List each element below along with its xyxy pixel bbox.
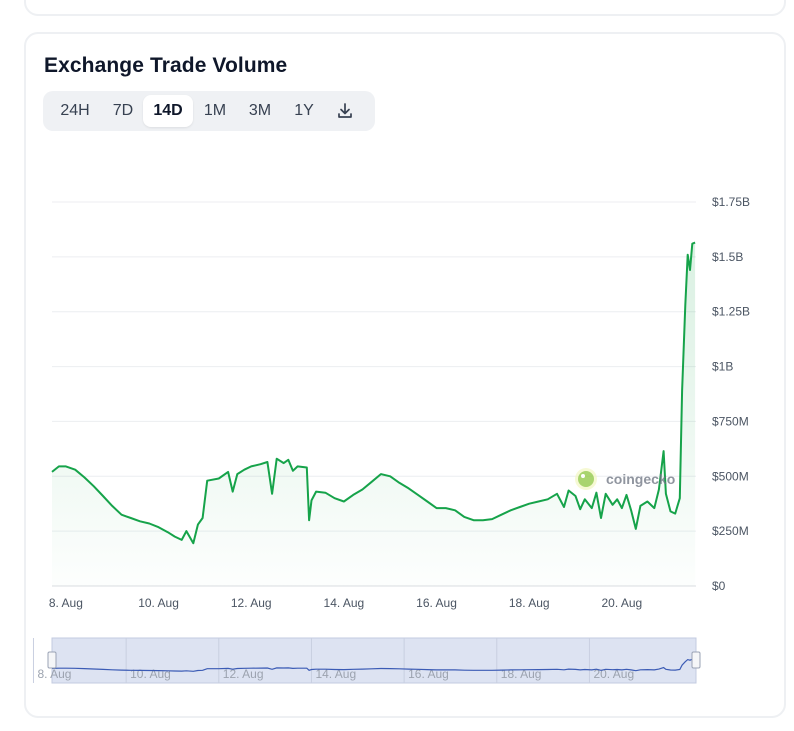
navigator-tick-label: 8. Aug [37, 667, 71, 681]
chart-area [51, 241, 696, 586]
x-tick-label: 16. Aug [416, 596, 457, 610]
x-tick-label: 10. Aug [138, 596, 179, 610]
y-axis: $0 $250M $500M $750M $1B $1.25B $1.5B $1.75B [712, 195, 750, 593]
y-tick-label: $0 [712, 579, 726, 593]
x-tick-label: 20. Aug [602, 596, 643, 610]
watermark-text: coingecko [606, 471, 675, 487]
navigator-tick-label: 10. Aug [130, 667, 171, 681]
range-navigator[interactable]: 8. Aug 10. Aug 12. Aug 14. Aug 16. Aug 18. Au… [32, 637, 701, 684]
exchange-volume-card: Exchange Trade Volume 24H 7D 14D 1M 3M 1… [24, 32, 786, 718]
tab-7d[interactable]: 7D [112, 102, 134, 119]
volume-area-fill [52, 242, 696, 586]
tab-1y[interactable]: 1Y [294, 102, 314, 119]
y-tick-label: $1.75B [712, 195, 750, 209]
y-tick-label: $1.5B [712, 250, 743, 264]
x-tick-label: 14. Aug [324, 596, 365, 610]
x-axis: 8. Aug 10. Aug 12. Aug 14. Aug 16. Aug 18. Au… [49, 596, 642, 610]
tab-14d[interactable]: 14D [143, 95, 193, 127]
y-tick-label: $750M [712, 414, 749, 428]
navigator-selection[interactable] [51, 637, 697, 684]
x-tick-label: 12. Aug [231, 596, 272, 610]
x-tick-label: 18. Aug [509, 596, 550, 610]
y-tick-label: $1B [712, 360, 733, 374]
timeframe-tabs: 24H 7D 14D 1M 3M 1Y [43, 91, 375, 131]
widget-title: Exchange Trade Volume [44, 54, 288, 77]
y-tick-label: $250M [712, 524, 749, 538]
x-tick-label: 8. Aug [49, 596, 83, 610]
navigator-tick-label: 14. Aug [315, 667, 356, 681]
tab-24h[interactable]: 24H [60, 102, 90, 119]
y-tick-label: $500M [712, 469, 749, 483]
navigator-tick-label: 20. Aug [593, 667, 634, 681]
volume-series-line [51, 241, 696, 545]
y-tick-label: $1.25B [712, 305, 750, 319]
download-button[interactable] [325, 95, 365, 127]
tab-3m[interactable]: 3M [248, 102, 272, 119]
tab-1m[interactable]: 1M [203, 102, 227, 119]
navigator-series-line [51, 658, 696, 672]
navigator-tick-label: 18. Aug [501, 667, 542, 681]
navigator-handle-left[interactable] [47, 651, 57, 669]
navigator-tick-label: 12. Aug [223, 667, 264, 681]
navigator-handle-right[interactable] [691, 651, 701, 669]
download-icon [338, 103, 352, 118]
coingecko-watermark: coingecko [575, 468, 675, 490]
